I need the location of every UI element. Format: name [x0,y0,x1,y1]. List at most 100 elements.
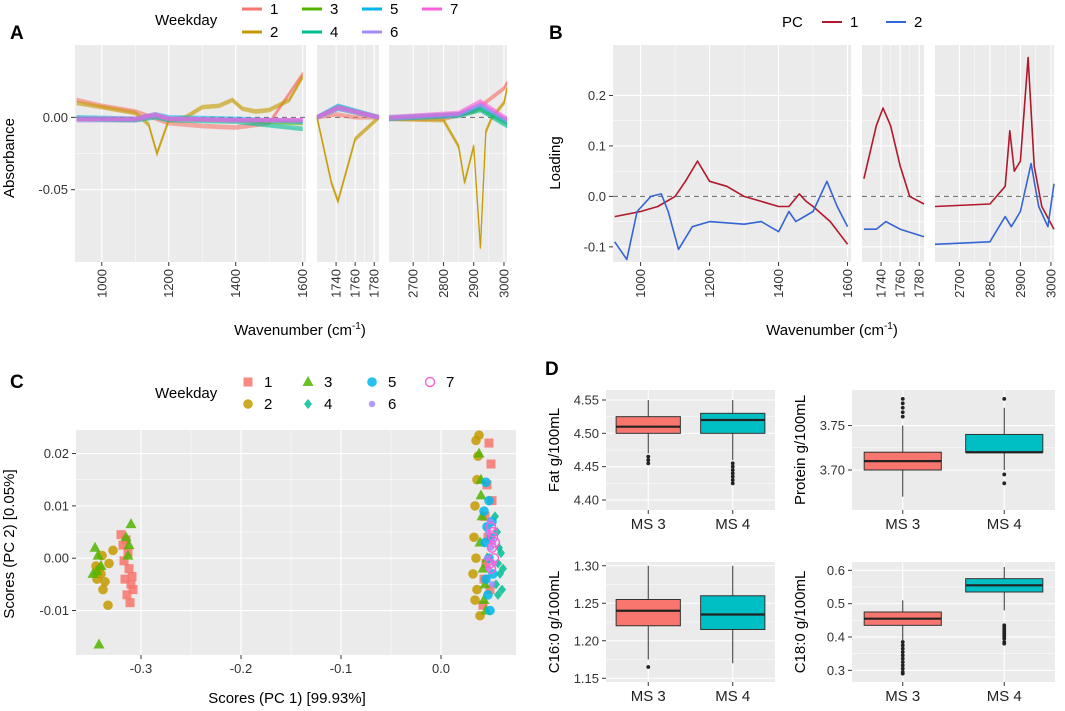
series-2-point [103,600,113,610]
y-axis-title: C16:0 g/100mL [546,571,563,674]
outlier-point [646,455,650,459]
y-tick-label: -0.1 [584,239,606,254]
legend-a-key-6-label: 6 [390,24,398,41]
x-tick-label: MS 3 [631,516,666,533]
legend-c-key-1-swatch [244,378,253,387]
outlier-point [731,471,735,475]
series-2-point [471,553,481,563]
x-tick-label: 2700 [406,269,421,298]
panel-b-facet-2: 1740 1760 1780 [862,45,927,298]
panel-a-facet-2: 1740 1760 1780 [317,45,382,298]
panel-a-facet-1: 1000 1200 1400 1600 [75,45,310,298]
series-5-point [481,478,491,488]
x-tick-label: 1600 [295,269,310,298]
x-tick-label: 3000 [1043,269,1058,298]
axis-a-x-title-main: Wavenumber (cm [234,322,352,339]
series-1-point [485,439,494,448]
series-6-point [489,581,495,587]
outlier-point [731,475,735,479]
panel-a-label: A [10,23,24,44]
outlier-point [901,640,905,644]
outlier-point [731,461,735,465]
outlier-point [901,397,905,401]
series-2-point [468,569,478,579]
panel-b: 1000 1200 1400 1600 1740 1760 1780 2700 2800 2900… [584,45,1059,298]
x-tick-label: -0.1 [330,661,352,676]
x-tick-label: 2800 [436,269,451,298]
y-tick-label: 0.00 [43,110,68,125]
box-iqr [616,417,680,434]
panel-c: -0.3 -0.2 -0.1 0.0-0.010.000.010.02 [39,430,516,676]
x-tick-label: 2700 [952,269,967,298]
x-tick-label: MS 4 [715,688,750,705]
legend-c-key-5-label: 5 [388,374,396,391]
panel-d-subplot-4: 0.3 0.4 0.5 0.6 MS 3 MS 4 C18:0 g/100mL [792,562,1055,705]
box-iqr [966,434,1043,452]
outlier-point [901,667,905,671]
panel-d-subplot-3: 1.151.201.251.30MS 3 MS 4C16:0 g/100mL [546,558,775,705]
outlier-point [731,481,735,485]
x-tick-label: 1740 [329,269,344,298]
panel-d-subplot-1: 4.404.454.504.55MS 3 MS 4Fat g/100mL [546,390,775,533]
x-tick-label: 2800 [982,269,997,298]
y-tick-label: 4.55 [574,393,599,408]
legend-c-key-7-swatch [426,378,435,387]
x-tick-label: -0.2 [230,661,252,676]
series-1-point [487,460,496,469]
legend-b-title: PC [782,14,803,31]
panel-d-label: D [545,359,559,380]
legend-a-key-7-label: 7 [450,1,458,18]
outlier-point [1002,637,1006,641]
x-tick-label: MS 3 [885,688,920,705]
outlier-point [901,672,905,676]
series-2-point [470,501,480,511]
outlier-point [731,465,735,469]
legend-c-key-2-label: 2 [264,396,272,413]
box-iqr [701,596,765,630]
outlier-point [646,458,650,462]
y-tick-label: 0.02 [44,446,69,461]
outlier-point [901,660,905,664]
x-tick-label: 1400 [228,269,243,298]
series-2-point [108,546,118,556]
outlier-point [901,653,905,657]
facet-background [935,45,1054,262]
box-iqr [616,600,680,626]
series-5-point [484,496,494,506]
outlier-point [901,657,905,661]
x-tick-label: 2900 [1013,269,1028,298]
facet-background [613,45,851,262]
panel-a-facet-3: 2700 2800 2900 3000 [389,45,511,298]
y-tick-label: 1.20 [574,633,599,648]
y-tick-label: 3.75 [820,418,845,433]
x-tick-label: 1000 [633,269,648,298]
x-tick-label: 1780 [367,269,382,298]
x-tick-label: MS 4 [715,516,750,533]
legend-a-key-1-label: 1 [270,1,278,18]
axis-c-y-title: Scores (PC 2) [0.05%] [1,469,18,618]
axis-b-y-title: Loading [547,136,564,189]
series-1-point [125,564,134,573]
x-tick-label: 1760 [348,269,363,298]
outlier-point [646,461,650,465]
legend-a-key-3-label: 3 [330,1,338,18]
legend-c-key-3-label: 3 [324,374,332,391]
axis-c-x-title: Scores (PC 1) [99.93%] [208,690,366,707]
x-tick-label: 1000 [94,269,109,298]
y-tick-label: 0.3 [827,663,845,678]
y-tick-label: 1.25 [574,596,599,611]
series-1-point [126,598,135,607]
y-tick-label: 1.30 [574,558,599,573]
y-axis-title: Protein g/100mL [792,395,809,505]
outlier-point [901,663,905,667]
x-tick-label: 1200 [161,269,176,298]
x-tick-label: 1740 [874,269,889,298]
y-tick-label: 0.5 [827,596,845,611]
legend-c-title: Weekday [155,385,218,402]
panel-background [76,430,516,655]
x-tick-label: 0.0 [432,661,450,676]
outlier-point [1002,481,1006,485]
panel-d-subplot-2: 3.70 3.75 MS 3 MS 4 Protein g/100mL [792,390,1055,533]
outlier-point [1002,473,1006,477]
outlier-point [731,468,735,472]
